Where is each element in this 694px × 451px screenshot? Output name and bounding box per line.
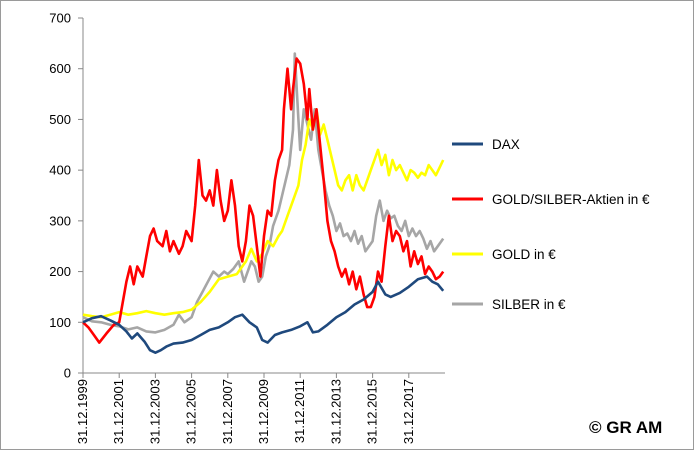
y-tick-label: 500	[49, 112, 71, 127]
y-tick-label: 700	[49, 11, 71, 26]
y-tick-label: 100	[49, 315, 71, 330]
y-tick-label: 600	[49, 61, 71, 76]
x-tick-label: 31.12.2011	[292, 379, 307, 443]
legend-label-0: DAX	[492, 137, 520, 152]
x-tick-label: 31.12.2017	[401, 379, 416, 444]
series-line-0	[82, 275, 445, 354]
copyright-label: © GR AM	[589, 418, 663, 437]
series-line-3	[82, 52, 445, 334]
x-tick-label: 31.12.2005	[184, 379, 199, 444]
x-tick-label: 31.12.2001	[111, 379, 126, 444]
x-tick-label: 31.12.2009	[256, 379, 271, 444]
legend-label-2: GOLD in €	[492, 247, 556, 262]
x-tick-label: 31.12.2013	[328, 379, 343, 444]
axes: 0 100 200 300 400 500 600 700 31.12.1999 31.12.20…	[49, 11, 445, 444]
x-tick-label: 31.12.2015	[365, 379, 380, 444]
legend-label-1: GOLD/SILBER-Aktien in €	[492, 192, 650, 207]
y-tick-label: 400	[49, 163, 71, 178]
x-tick-label: 31.12.2007	[220, 379, 235, 444]
y-tick-label: 0	[64, 366, 71, 381]
series-line-1	[82, 57, 445, 344]
legend-label-3: SILBER in €	[492, 297, 566, 312]
y-tick-label: 300	[49, 213, 71, 228]
y-tick-label: 200	[49, 264, 71, 279]
series-layer	[82, 52, 445, 354]
x-tick-label: 31.12.2003	[147, 379, 162, 444]
legend: DAX GOLD/SILBER-Aktien in € GOLD in € SILBE…	[452, 137, 650, 312]
x-tick-label: 31.12.1999	[75, 379, 90, 444]
